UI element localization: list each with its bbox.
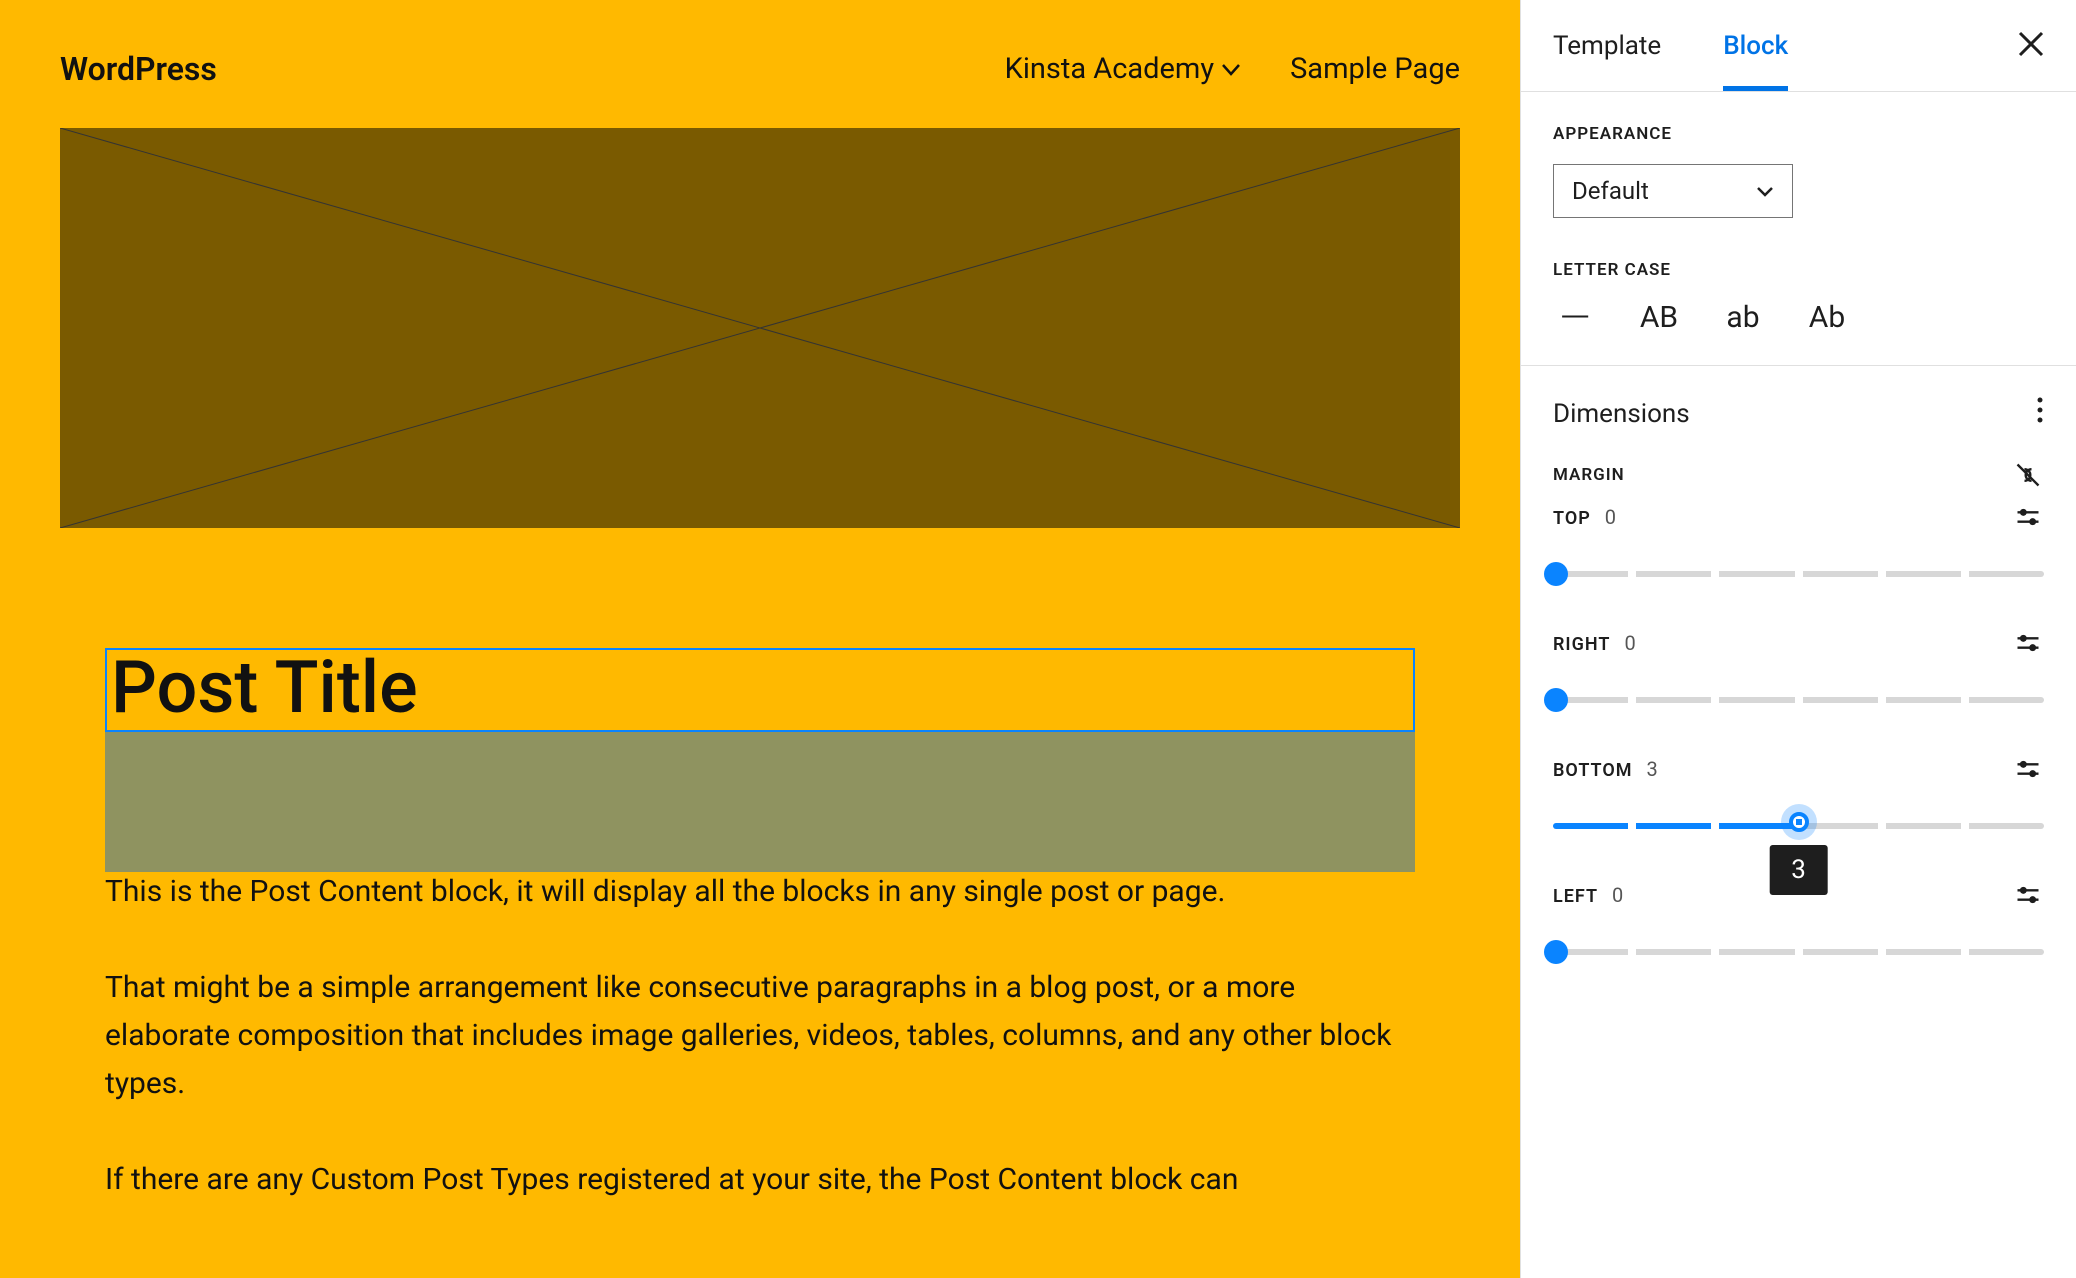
margin-right-slider[interactable] bbox=[1553, 673, 2044, 725]
tab-template[interactable]: Template bbox=[1553, 1, 1661, 91]
margin-side-label: BOTTOM bbox=[1553, 760, 1633, 781]
slider-thumb[interactable] bbox=[1544, 688, 1568, 712]
slider-thumb[interactable] bbox=[1789, 812, 1809, 832]
appearance-select[interactable]: Default bbox=[1553, 164, 1793, 218]
letter-case-options: — AB ab Ab bbox=[1553, 300, 2044, 335]
paragraph: If there are any Custom Post Types regis… bbox=[105, 1156, 1415, 1204]
post-content-block[interactable]: This is the Post Content block, it will … bbox=[105, 868, 1415, 1204]
post-excerpt-block[interactable] bbox=[105, 732, 1415, 872]
margin-side-label: LEFT bbox=[1553, 886, 1598, 907]
margin-side-label: RIGHT bbox=[1553, 634, 1610, 655]
margin-label: MARGIN bbox=[1553, 465, 1625, 485]
site-header: WordPress Kinsta Academy Sample Page bbox=[60, 50, 1460, 88]
margin-side-value: 3 bbox=[1647, 757, 1658, 781]
nav-item-kinsta-academy[interactable]: Kinsta Academy bbox=[1005, 52, 1240, 86]
paragraph: This is the Post Content block, it will … bbox=[105, 868, 1415, 916]
nav-item-label: Sample Page bbox=[1290, 52, 1460, 86]
nav-item-label: Kinsta Academy bbox=[1005, 52, 1214, 86]
typography-panel: APPEARANCE Default LETTER CASE — AB ab A… bbox=[1521, 92, 2076, 1005]
sidebar-tabs: Template Block bbox=[1521, 0, 2076, 92]
margin-left-slider[interactable] bbox=[1553, 925, 2044, 977]
post-title-text: Post Title bbox=[111, 652, 1409, 724]
custom-size-icon[interactable] bbox=[2012, 627, 2044, 659]
dimensions-options-button[interactable] bbox=[2036, 396, 2044, 431]
editor-canvas: WordPress Kinsta Academy Sample Page bbox=[0, 0, 1520, 1278]
margin-side-value: 0 bbox=[1612, 883, 1623, 907]
margin-side-label: TOP bbox=[1553, 508, 1591, 529]
margin-side-value: 0 bbox=[1624, 631, 1635, 655]
letter-case-none[interactable]: — bbox=[1553, 308, 1597, 328]
appearance-label: APPEARANCE bbox=[1553, 124, 2044, 144]
custom-size-icon[interactable] bbox=[2012, 501, 2044, 533]
post-title-block[interactable]: Post Title bbox=[105, 648, 1415, 732]
letter-case-lower[interactable]: ab bbox=[1721, 300, 1765, 335]
nav-item-sample-page[interactable]: Sample Page bbox=[1290, 52, 1460, 86]
margin-top-slider[interactable] bbox=[1553, 547, 2044, 599]
unlink-sides-icon[interactable] bbox=[2012, 459, 2044, 491]
featured-image-placeholder[interactable] bbox=[60, 128, 1460, 528]
site-title[interactable]: WordPress bbox=[60, 50, 217, 88]
post-content-area: Post Title This is the Post Content bloc… bbox=[60, 648, 1460, 1204]
margin-side-value: 0 bbox=[1605, 505, 1616, 529]
chevron-down-icon bbox=[1222, 57, 1240, 81]
slider-thumb[interactable] bbox=[1544, 562, 1568, 586]
letter-case-capitalize[interactable]: Ab bbox=[1805, 300, 1849, 335]
slider-tooltip: 3 bbox=[1769, 845, 1828, 895]
letter-case-upper[interactable]: AB bbox=[1637, 300, 1681, 335]
chevron-down-icon bbox=[1756, 179, 1774, 204]
panel-divider bbox=[1521, 365, 2076, 366]
dimensions-heading: Dimensions bbox=[1553, 399, 1690, 429]
primary-nav: Kinsta Academy Sample Page bbox=[1005, 52, 1460, 86]
letter-case-label: LETTER CASE bbox=[1553, 260, 2044, 280]
close-sidebar-button[interactable] bbox=[2018, 26, 2044, 66]
margin-bottom-slider[interactable]: 3 bbox=[1553, 799, 2044, 851]
slider-thumb[interactable] bbox=[1544, 940, 1568, 964]
custom-size-icon[interactable] bbox=[2012, 753, 2044, 785]
tab-block[interactable]: Block bbox=[1723, 1, 1788, 91]
appearance-value: Default bbox=[1572, 177, 1649, 205]
settings-sidebar: Template Block APPEARANCE Default LETTER… bbox=[1520, 0, 2076, 1278]
custom-size-icon[interactable] bbox=[2012, 879, 2044, 911]
paragraph: That might be a simple arrangement like … bbox=[105, 964, 1415, 1108]
